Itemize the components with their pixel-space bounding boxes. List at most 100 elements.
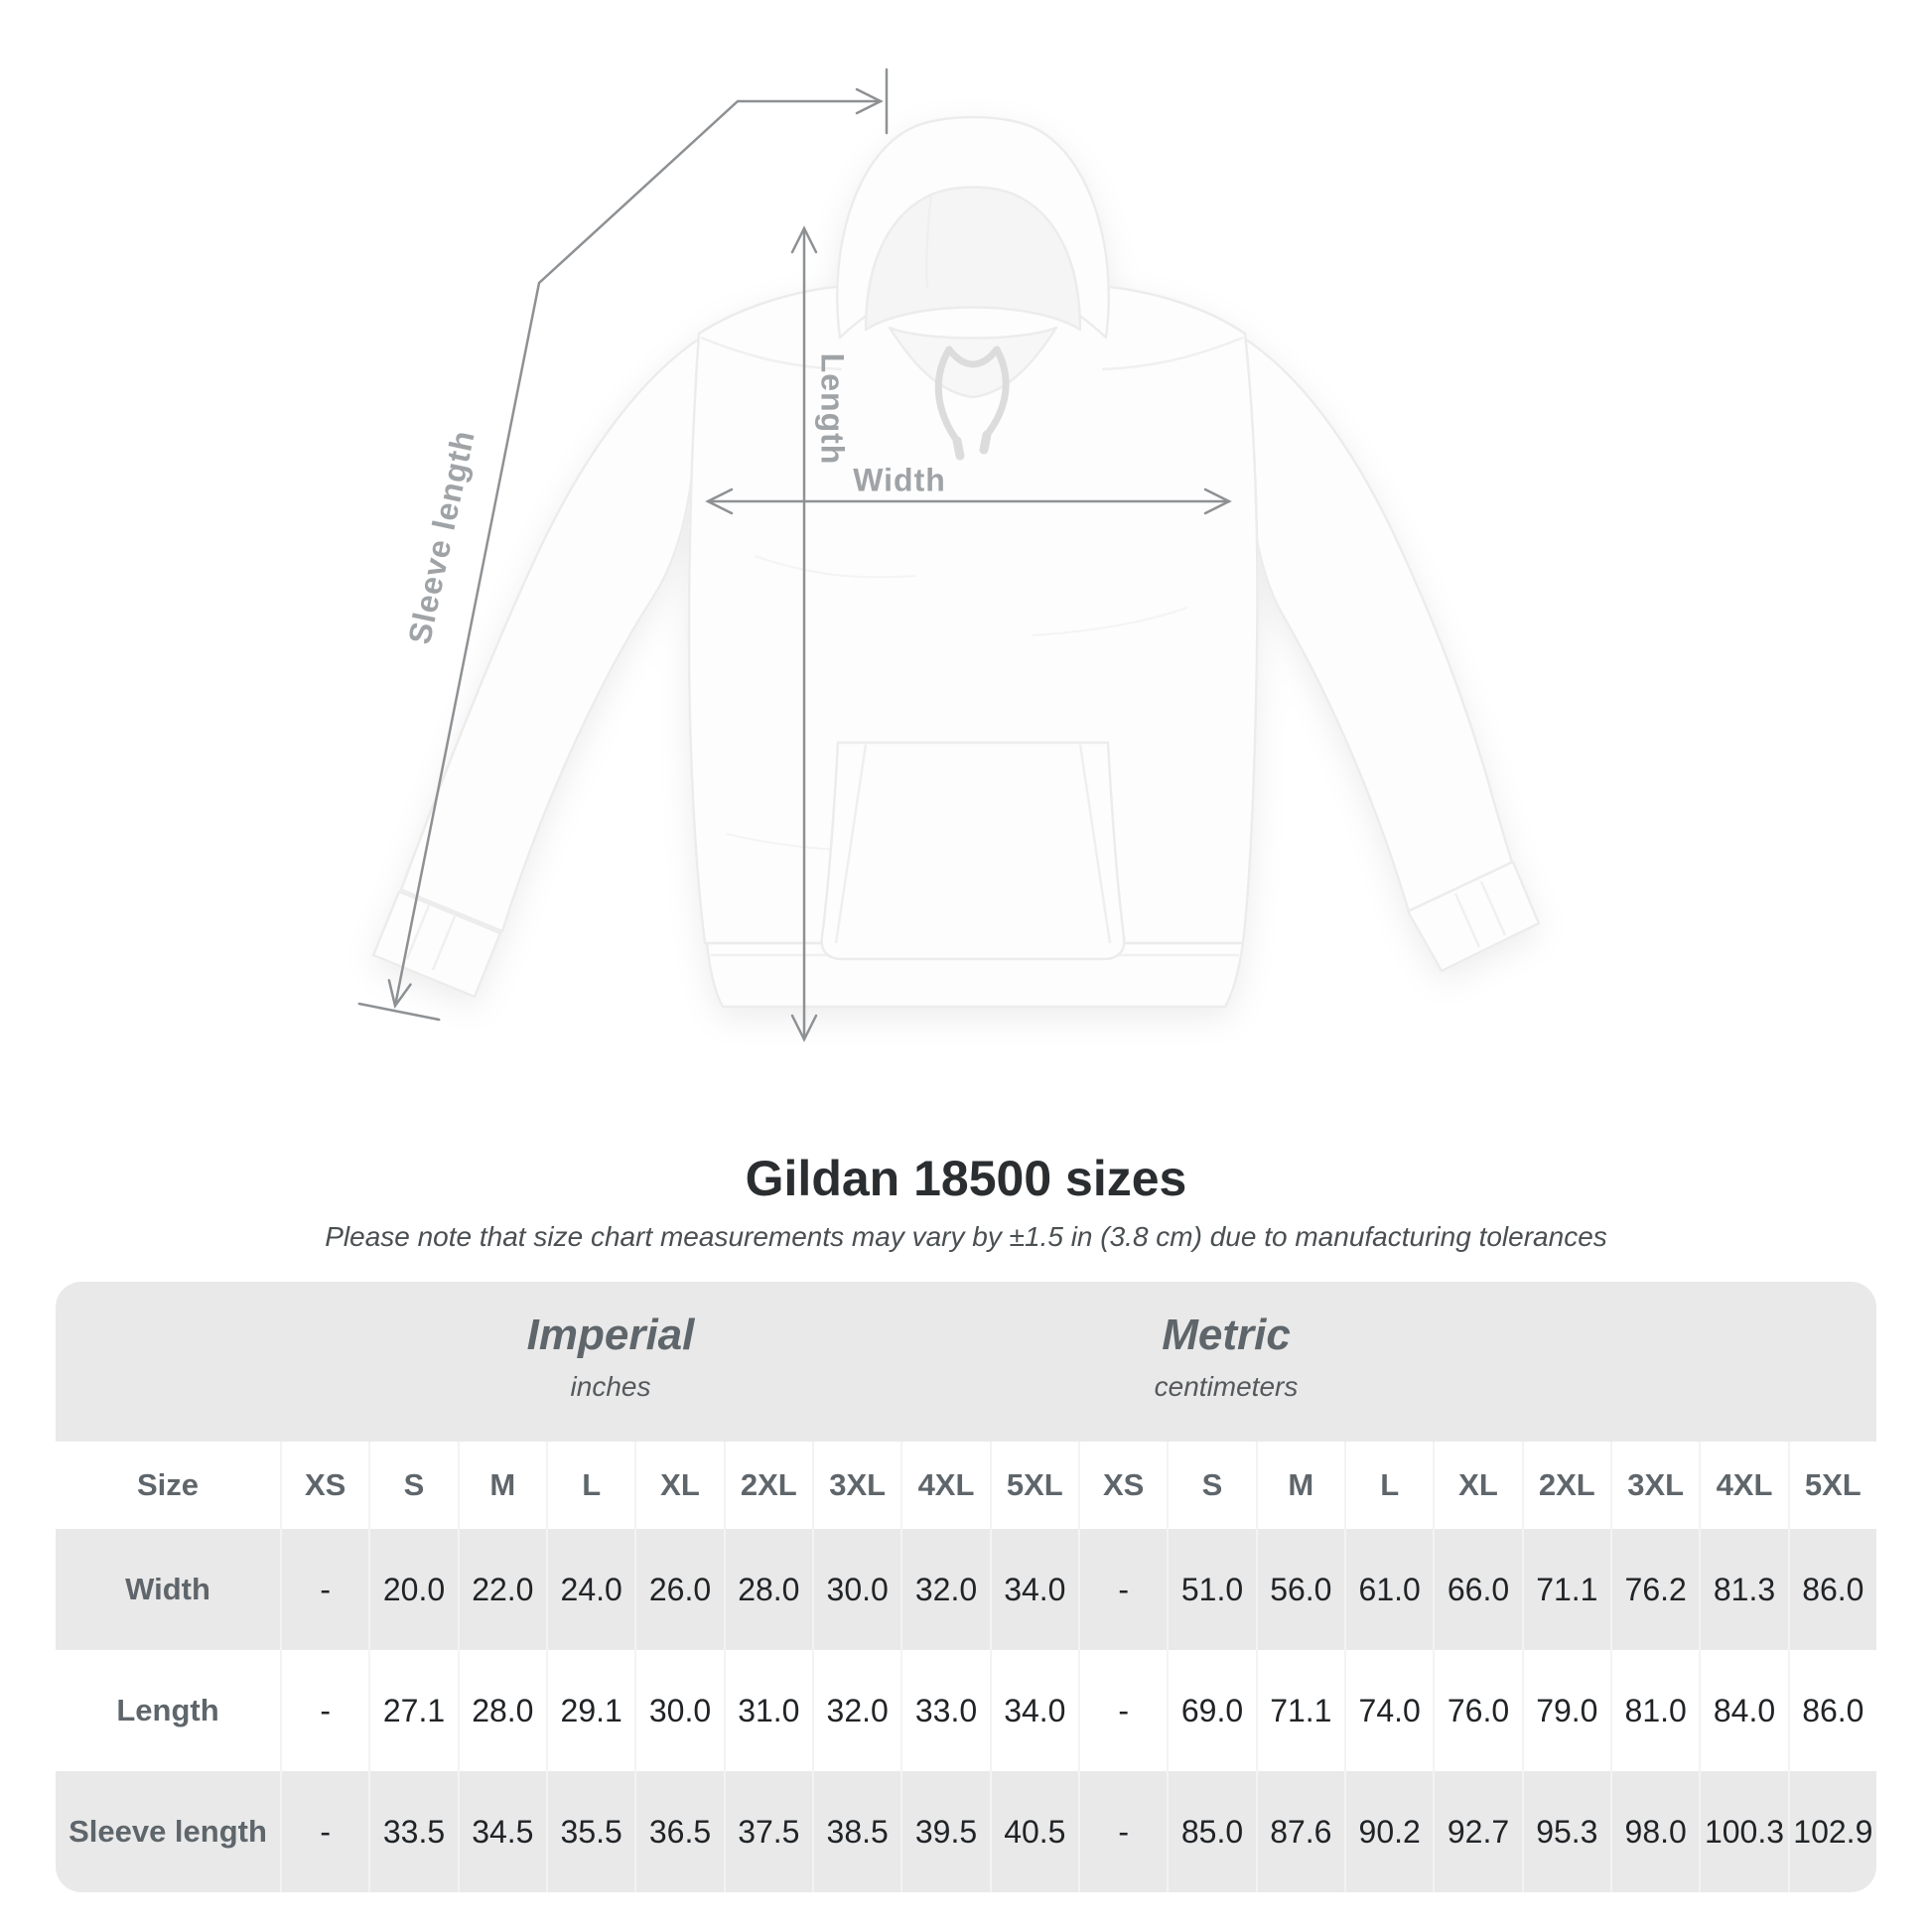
- column-header-metric-s: S: [1167, 1442, 1256, 1529]
- value-cell-imperial: 35.5: [546, 1771, 634, 1892]
- column-header-imperial-l: L: [546, 1442, 635, 1529]
- value-cell-metric: 100.3: [1699, 1771, 1787, 1892]
- hoodie-illustration: [371, 115, 1541, 1009]
- measurement-lines: [357, 68, 1232, 1042]
- value-cell-metric: 61.0: [1344, 1529, 1433, 1650]
- value-cell-imperial: 22.0: [457, 1529, 546, 1650]
- row-label: Length: [56, 1650, 280, 1771]
- column-header-imperial-5xl: 5XL: [989, 1442, 1078, 1529]
- value-cell-metric: 86.0: [1787, 1650, 1876, 1771]
- value-cell-metric: 98.0: [1610, 1771, 1699, 1892]
- row-label: Sleeve length: [69, 1814, 267, 1849]
- hoodie-drawstrings: [934, 345, 1010, 461]
- row-label: Width: [125, 1572, 210, 1606]
- value-cell-imperial: 24.0: [546, 1529, 634, 1650]
- width-measure-label: Width: [853, 462, 946, 498]
- value-cell-imperial: 27.1: [368, 1650, 458, 1771]
- value-cell-imperial: 32.0: [900, 1529, 989, 1650]
- value-cell-imperial: 26.0: [634, 1529, 723, 1650]
- column-header-imperial-s: S: [368, 1442, 458, 1529]
- hoodie-diagram-svg: [357, 68, 1541, 1042]
- value-cell-imperial: 37.5: [723, 1771, 812, 1892]
- tolerance-note: Please note that size chart measurements…: [325, 1221, 1607, 1252]
- size-column-header: Size: [56, 1442, 280, 1529]
- inches-label: inches: [570, 1371, 651, 1403]
- value-cell-metric: 69.0: [1167, 1650, 1256, 1771]
- value-cell-metric: 76.2: [1610, 1529, 1699, 1650]
- hoodie-body: [687, 284, 1259, 945]
- value-cell-metric: 102.9: [1787, 1771, 1876, 1892]
- column-header-imperial-2xl: 2XL: [723, 1442, 812, 1529]
- width-arrow: [705, 487, 1232, 515]
- sleeve-length-arrow: [357, 68, 889, 1022]
- centimeters-label: centimeters: [1154, 1371, 1299, 1403]
- value-cell-metric: 84.0: [1699, 1650, 1788, 1771]
- value-cell-metric: 86.0: [1787, 1529, 1876, 1650]
- value-cell-imperial: -: [280, 1529, 368, 1650]
- column-header-metric-l: L: [1344, 1442, 1434, 1529]
- value-cell-imperial: -: [280, 1771, 368, 1892]
- hoodie-left-sleeve: [399, 336, 703, 933]
- value-cell-imperial: 28.0: [457, 1650, 546, 1771]
- column-header-imperial-m: M: [457, 1442, 546, 1529]
- column-header-metric-3xl: 3XL: [1610, 1442, 1700, 1529]
- value-cell-imperial: 39.5: [900, 1771, 989, 1892]
- value-cell-metric: 87.6: [1255, 1771, 1344, 1892]
- column-header-metric-5xl: 5XL: [1787, 1442, 1876, 1529]
- value-cell-metric: 66.0: [1433, 1529, 1521, 1650]
- column-header-imperial-3xl: 3XL: [812, 1442, 901, 1529]
- size-chart-card: Imperial inches Metric centimeters Size X…: [56, 1282, 1876, 1892]
- hoodie-measurement-diagram: Width Length Sleeve length: [357, 68, 1541, 1042]
- value-cell-metric: 51.0: [1167, 1529, 1255, 1650]
- unit-header-band: Imperial inches Metric centimeters: [56, 1282, 1876, 1442]
- hoodie-right-cuff: [1406, 860, 1541, 973]
- value-cell-imperial: 36.5: [634, 1771, 723, 1892]
- column-header-imperial-4xl: 4XL: [900, 1442, 990, 1529]
- value-cell-imperial: 34.5: [457, 1771, 546, 1892]
- value-cell-imperial: 33.0: [900, 1650, 990, 1771]
- value-cell-metric: 71.1: [1255, 1650, 1344, 1771]
- page-title: Gildan 18500 sizes: [745, 1151, 1187, 1206]
- column-header-imperial-xs: XS: [280, 1442, 369, 1529]
- column-header-metric-xs: XS: [1078, 1442, 1168, 1529]
- value-cell-imperial: -: [280, 1650, 369, 1771]
- hoodie-right-sleeve: [1241, 336, 1515, 917]
- value-cell-metric: 76.0: [1433, 1650, 1522, 1771]
- length-arrow: [790, 225, 818, 1042]
- column-header-metric-4xl: 4XL: [1699, 1442, 1788, 1529]
- imperial-label: Imperial: [526, 1311, 695, 1359]
- value-cell-imperial: 38.5: [812, 1771, 900, 1892]
- value-cell-imperial: 33.5: [368, 1771, 457, 1892]
- value-cell-metric: -: [1078, 1771, 1167, 1892]
- size-table: Size XS S M L XL 2XL 3XL 4XL 5XL XS S M L XL 2XL 3XL 4XL 5…: [56, 1442, 1876, 1892]
- value-cell-metric: -: [1078, 1650, 1168, 1771]
- value-cell-metric: 81.3: [1699, 1529, 1787, 1650]
- value-cell-metric: 79.0: [1521, 1650, 1610, 1771]
- value-cell-metric: 92.7: [1433, 1771, 1521, 1892]
- value-cell-imperial: 30.0: [634, 1650, 724, 1771]
- column-header-metric-xl: XL: [1433, 1442, 1522, 1529]
- column-header-imperial-xl: XL: [634, 1442, 724, 1529]
- value-cell-imperial: 29.1: [546, 1650, 635, 1771]
- value-cell-imperial: 30.0: [812, 1529, 900, 1650]
- value-cell-metric: -: [1078, 1529, 1167, 1650]
- value-cell-metric: 56.0: [1255, 1529, 1344, 1650]
- imperial-unit-header: Imperial inches: [527, 1311, 695, 1403]
- value-cell-imperial: 40.5: [989, 1771, 1078, 1892]
- length-measure-label: Length: [814, 352, 851, 466]
- value-cell-imperial: 32.0: [812, 1650, 901, 1771]
- value-cell-metric: 71.1: [1521, 1529, 1610, 1650]
- hoodie-hood-lining: [864, 186, 1082, 332]
- value-cell-imperial: 34.0: [989, 1529, 1078, 1650]
- column-header-metric-m: M: [1255, 1442, 1344, 1529]
- value-cell-imperial: 20.0: [368, 1529, 457, 1650]
- column-header-metric-2xl: 2XL: [1521, 1442, 1610, 1529]
- metric-unit-header: Metric centimeters: [1155, 1311, 1299, 1403]
- value-cell-imperial: 31.0: [723, 1650, 812, 1771]
- hoodie-pocket: [820, 741, 1126, 961]
- value-cell-metric: 81.0: [1610, 1650, 1700, 1771]
- value-cell-imperial: 28.0: [723, 1529, 812, 1650]
- hoodie-left-cuff: [371, 890, 502, 999]
- value-cell-metric: 85.0: [1167, 1771, 1255, 1892]
- value-cell-metric: 74.0: [1344, 1650, 1434, 1771]
